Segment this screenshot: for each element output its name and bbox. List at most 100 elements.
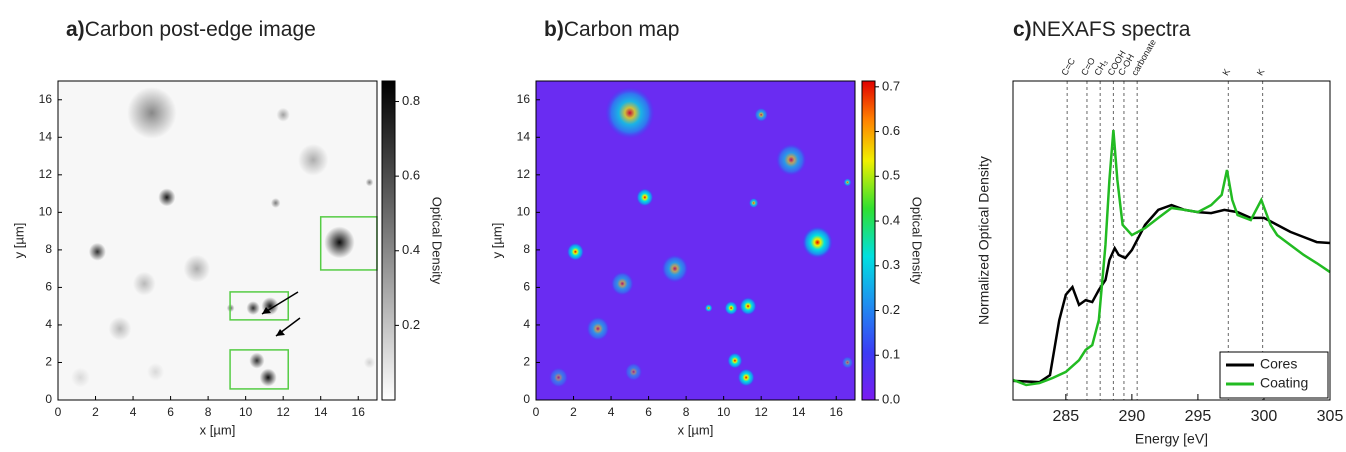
- colorbar-tick-label: 0.0: [882, 391, 900, 406]
- y-tick-label: 16: [39, 92, 53, 106]
- y-tick-label: 10: [517, 205, 531, 219]
- y-tick-label: 14: [517, 129, 531, 143]
- colorbar-tick-label: 0.8: [402, 93, 420, 108]
- panel-title: b)Carbon map: [544, 18, 679, 41]
- particle: [605, 86, 655, 139]
- panel-label: c): [1013, 18, 1032, 41]
- y-axis-label: y [µm]: [489, 223, 504, 259]
- title-text: Carbon post-edge image: [85, 18, 316, 41]
- colorbar-tick-label: 0.2: [882, 302, 900, 317]
- colorbar-label: Optical Density: [910, 197, 925, 285]
- y-tick-label: 8: [45, 242, 52, 256]
- title-text: NEXAFS spectra: [1032, 18, 1191, 41]
- colorbar-tick-label: 0.3: [882, 257, 900, 272]
- x-tick-label: 14: [792, 405, 806, 419]
- particle: [147, 362, 165, 381]
- y-tick-label: 12: [517, 167, 531, 181]
- x-tick-label: 305: [1317, 408, 1344, 425]
- x-axis-label: x [µm]: [200, 422, 236, 437]
- y-tick-label: 8: [523, 242, 530, 256]
- y-tick-label: 6: [523, 280, 530, 294]
- legend-label: Coating: [1260, 375, 1308, 391]
- particle: [776, 143, 807, 176]
- y-tick-label: 12: [39, 167, 53, 181]
- particle: [802, 226, 833, 259]
- y-tick-label: 4: [523, 317, 530, 331]
- particle: [324, 226, 355, 259]
- x-tick-label: 6: [645, 405, 652, 419]
- particle: [365, 178, 374, 187]
- x-axis-label: Energy [eV]: [1135, 431, 1208, 447]
- reference-label: K: [1220, 67, 1232, 77]
- y-tick-label: 6: [45, 280, 52, 294]
- particle: [270, 197, 281, 208]
- particle: [549, 367, 569, 388]
- plot-frame: [535, 80, 856, 401]
- particle: [610, 271, 634, 296]
- y-tick-label: 14: [39, 129, 53, 143]
- colorbar-tick-label: 0.1: [882, 347, 900, 362]
- colorbar-tick-label: 0.2: [402, 317, 420, 332]
- panel-label: a): [66, 18, 85, 41]
- y-tick-label: 16: [517, 92, 531, 106]
- colorbar: [381, 80, 396, 401]
- particle: [636, 188, 654, 207]
- particle: [566, 242, 584, 261]
- particle: [748, 197, 759, 208]
- y-tick-label: 10: [39, 205, 53, 219]
- x-tick-label: 0: [533, 405, 540, 419]
- x-axis-label: x [µm]: [678, 422, 714, 437]
- y-tick-label: 0: [45, 392, 52, 406]
- colorbar-tick-label: 0.5: [882, 168, 900, 183]
- particle: [127, 86, 177, 139]
- particle: [246, 301, 260, 316]
- x-tick-label: 4: [130, 405, 137, 419]
- colorbar-tick-label: 0.6: [882, 123, 900, 138]
- title-text: Carbon map: [564, 18, 680, 41]
- particle: [249, 352, 265, 369]
- particle: [276, 107, 290, 122]
- spectrum-line: [1012, 130, 1331, 387]
- legend-label: Cores: [1260, 356, 1297, 372]
- particle: [71, 367, 91, 388]
- colorbar: [861, 80, 876, 401]
- plot-frame: [1012, 80, 1331, 401]
- highlight-box: [229, 349, 289, 390]
- highlight-box: [229, 291, 289, 321]
- particle: [727, 352, 743, 369]
- particle: [132, 271, 156, 296]
- particle: [704, 304, 713, 313]
- x-tick-label: 4: [608, 405, 615, 419]
- x-tick-label: 8: [683, 405, 690, 419]
- particle: [259, 368, 277, 387]
- colorbar-tick-label: 0.4: [882, 212, 900, 227]
- x-tick-label: 10: [239, 405, 253, 419]
- particle: [739, 297, 757, 316]
- x-tick-label: 6: [167, 405, 174, 419]
- y-tick-label: 2: [523, 355, 530, 369]
- particle: [586, 316, 610, 341]
- particle: [754, 107, 768, 122]
- y-tick-label: 4: [45, 317, 52, 331]
- reference-label: K: [1255, 67, 1267, 77]
- image-area: [536, 81, 855, 400]
- y-tick-label: 0: [523, 392, 530, 406]
- colorbar-tick-label: 0.4: [402, 242, 420, 257]
- colorbar-tick-label: 0.6: [402, 168, 420, 183]
- particle: [724, 301, 738, 316]
- panel-label: b): [544, 18, 564, 41]
- panel-title: c)NEXAFS spectra: [1013, 18, 1191, 41]
- particle: [843, 178, 852, 187]
- particle: [625, 362, 643, 381]
- spectrum-line: [1012, 203, 1331, 384]
- particle: [298, 143, 329, 176]
- x-tick-label: 2: [570, 405, 577, 419]
- reference-label: C=C: [1059, 56, 1077, 77]
- y-axis-label: y [µm]: [11, 223, 26, 259]
- arrow-head: [276, 329, 285, 336]
- particle: [183, 254, 211, 283]
- particle: [108, 316, 132, 341]
- x-tick-label: 290: [1119, 408, 1146, 425]
- x-tick-label: 8: [205, 405, 212, 419]
